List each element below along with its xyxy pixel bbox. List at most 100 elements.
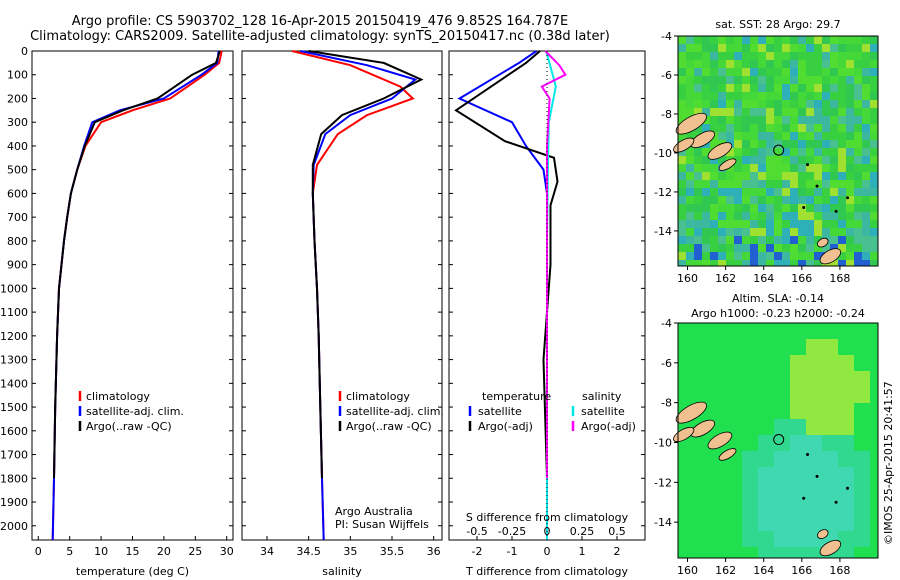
- map-cell: [806, 52, 814, 60]
- map-cell: [838, 483, 854, 499]
- map-cell: [806, 467, 822, 483]
- map-cell: [742, 164, 750, 172]
- map-cell: [870, 148, 878, 156]
- map-cell: [758, 435, 774, 451]
- y-tick-label: 1700: [0, 449, 28, 462]
- map-cell: [758, 260, 766, 266]
- map-cell: [742, 252, 750, 260]
- map-cell: [822, 419, 838, 435]
- map-cell: [814, 92, 822, 100]
- map-cell: [790, 132, 798, 140]
- map-cell: [790, 116, 798, 124]
- map-subtitle: Argo h1000: -0.23 h2000: -0.24: [691, 307, 865, 320]
- map-cell: [726, 323, 742, 339]
- map-cell: [790, 547, 806, 558]
- map-cell: [750, 124, 758, 132]
- map-cell: [854, 220, 862, 228]
- map-cell: [758, 244, 766, 252]
- map-cell: [694, 435, 710, 451]
- map-cell: [718, 260, 726, 266]
- map-cell: [838, 403, 854, 419]
- map-cell: [798, 100, 806, 108]
- map-cell: [790, 499, 806, 515]
- y-tick-label: 1400: [0, 377, 28, 390]
- map-cell: [862, 84, 870, 92]
- map-cell: [806, 212, 814, 220]
- map-cell: [726, 84, 734, 92]
- map-cell: [838, 108, 846, 116]
- map-cell: [838, 52, 846, 60]
- map-cell: [750, 156, 758, 164]
- map-cell: [694, 515, 710, 531]
- map-cell: [718, 132, 726, 140]
- map-x-tick-label: 160: [677, 272, 698, 285]
- map-cell: [710, 387, 726, 403]
- map-cell: [838, 140, 846, 148]
- x-tick-label: 15: [126, 545, 140, 558]
- map-cell: [742, 84, 750, 92]
- map-cell: [734, 244, 742, 252]
- map-cell: [710, 483, 726, 499]
- map-cell: [750, 92, 758, 100]
- map-cell: [814, 108, 822, 116]
- map-cell: [838, 260, 846, 266]
- map-cell: [694, 172, 702, 180]
- map-cell: [814, 180, 822, 188]
- map-cell: [686, 108, 694, 116]
- map-cell: [814, 220, 822, 228]
- map-cell: [758, 100, 766, 108]
- x-tick-label: 0: [544, 545, 551, 558]
- map-cell: [822, 323, 838, 339]
- map-cell: [718, 116, 726, 124]
- legend-header: salinity: [582, 390, 622, 403]
- series-line-argorawqc: [308, 50, 424, 479]
- y-tick-label: 0: [21, 45, 28, 58]
- map-cell: [774, 387, 790, 403]
- map-cell: [838, 100, 846, 108]
- map-cell: [726, 116, 734, 124]
- map-y-tick-label: -12: [654, 476, 672, 489]
- map-cell: [846, 92, 854, 100]
- map-cell: [702, 76, 710, 84]
- map-cell: [726, 60, 734, 68]
- map-cell: [870, 339, 878, 355]
- map-cell: [774, 467, 790, 483]
- map-cell: [870, 84, 878, 92]
- legend-label: Argo(..raw -QC): [86, 420, 172, 433]
- map-cell: [750, 60, 758, 68]
- y-tick-label: 1000: [0, 282, 28, 295]
- map-cell: [758, 236, 766, 244]
- map-cell: [798, 76, 806, 84]
- map-cell: [830, 148, 838, 156]
- map-cell: [854, 483, 870, 499]
- map-cell: [750, 140, 758, 148]
- map-cell: [854, 403, 870, 419]
- map-cell: [846, 132, 854, 140]
- map-cell: [830, 180, 838, 188]
- map-cell: [854, 156, 862, 164]
- map-cell: [742, 244, 750, 252]
- map-cell: [742, 515, 758, 531]
- map-cell: [798, 244, 806, 252]
- map-cell: [750, 100, 758, 108]
- map-cell: [702, 36, 710, 44]
- map-cell: [806, 156, 814, 164]
- map-cell: [758, 252, 766, 260]
- map-cell: [870, 228, 878, 236]
- map-cell: [774, 339, 790, 355]
- map-y-tick-label: -14: [654, 225, 672, 238]
- island-shape: [819, 539, 842, 557]
- map-cell: [822, 172, 830, 180]
- map-cell: [686, 164, 694, 172]
- map-y-tick-label: -14: [654, 516, 672, 529]
- map-cell: [870, 515, 878, 531]
- map-cell: [750, 84, 758, 92]
- map-cell: [750, 228, 758, 236]
- map-cell: [798, 148, 806, 156]
- map-cell: [742, 371, 758, 387]
- map-cell: [814, 236, 822, 244]
- x-tick-label: 0: [35, 545, 42, 558]
- y-tick-label: 1600: [0, 425, 28, 438]
- map-cell: [694, 196, 702, 204]
- x-tick-label: 35.5: [380, 545, 405, 558]
